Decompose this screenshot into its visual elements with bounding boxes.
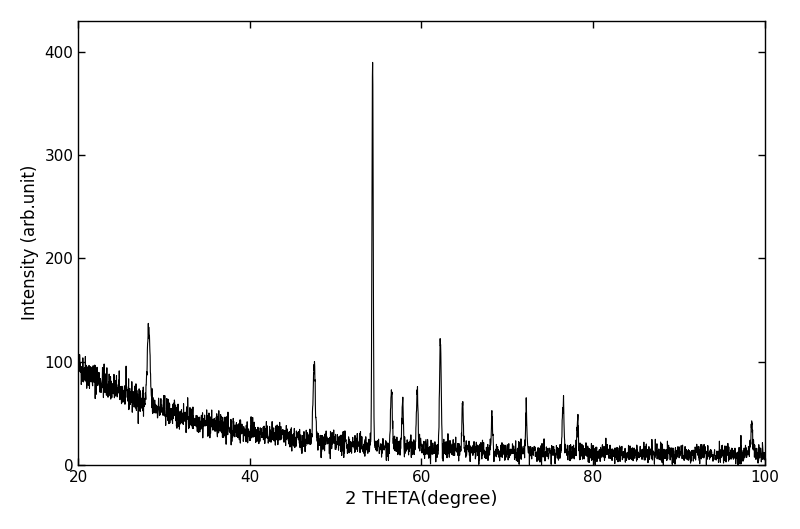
Y-axis label: Intensity (arb.unit): Intensity (arb.unit) [21, 165, 39, 321]
X-axis label: 2 THETA(degree): 2 THETA(degree) [346, 490, 498, 508]
